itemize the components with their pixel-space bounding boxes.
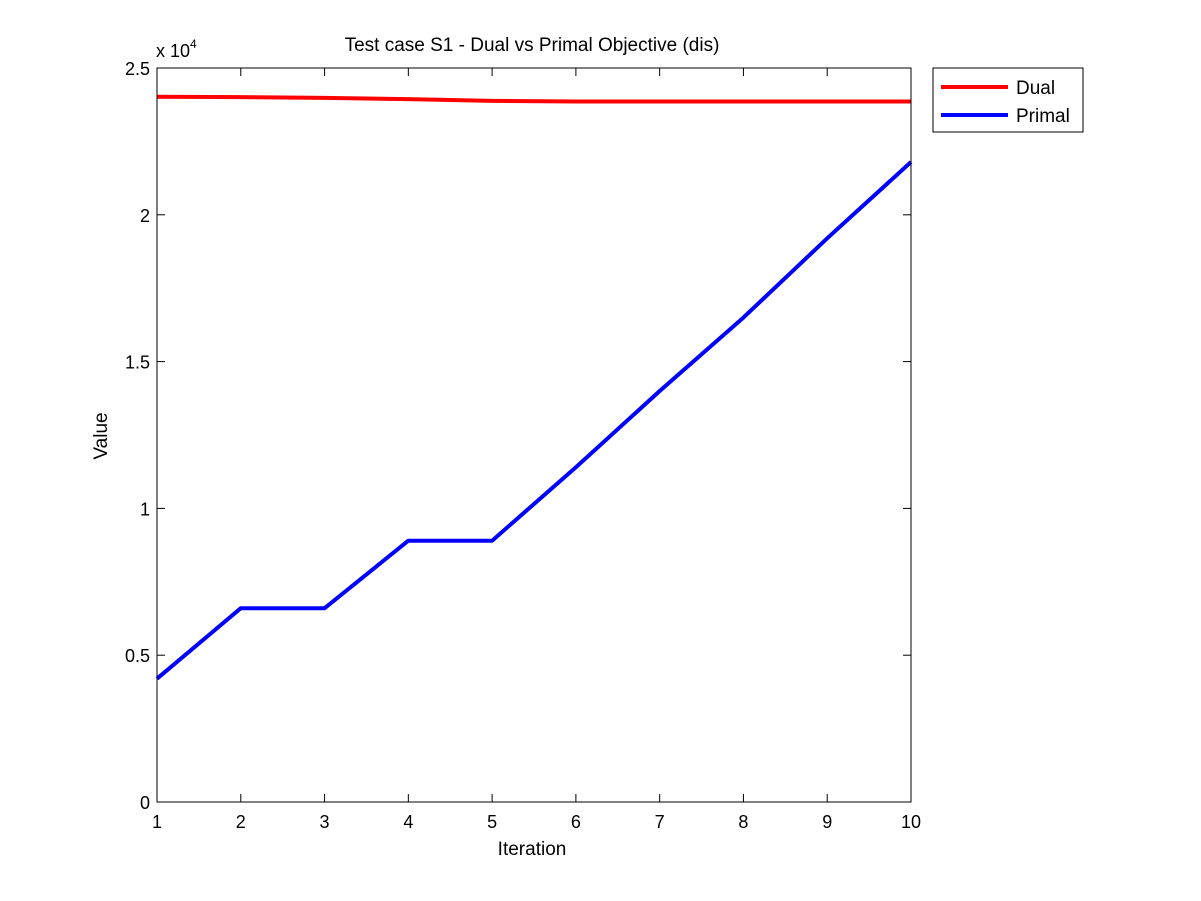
legend: Dual Primal bbox=[932, 67, 1084, 133]
plot-frame bbox=[156, 67, 912, 803]
x-axis-title: Iteration bbox=[498, 839, 567, 860]
series-line-dual bbox=[156, 94, 911, 104]
y-scale-multiplier-base: x 10 bbox=[156, 41, 190, 61]
y-tick-label: 2 bbox=[140, 206, 150, 226]
series-line-primal bbox=[155, 160, 913, 681]
plot-area bbox=[156, 67, 912, 803]
x-tick-label: 9 bbox=[822, 812, 832, 832]
x-tick-label: 3 bbox=[320, 812, 330, 832]
x-tick-label: 7 bbox=[655, 812, 665, 832]
y-axis-title: Value bbox=[91, 412, 112, 459]
y-tick-label: 1.5 bbox=[125, 353, 150, 373]
series-layer bbox=[155, 67, 913, 803]
y-tick-label: 1 bbox=[140, 499, 150, 519]
x-tick-label: 8 bbox=[738, 812, 748, 832]
y-tick-label: 0 bbox=[140, 793, 150, 813]
y-scale-multiplier: x 104 bbox=[156, 37, 197, 61]
x-tick-label: 6 bbox=[571, 812, 581, 832]
x-tick-label: 2 bbox=[236, 812, 246, 832]
legend-label-dual: Dual bbox=[1016, 78, 1055, 99]
y-scale-multiplier-exponent: 4 bbox=[190, 37, 197, 51]
y-tick-label: 0.5 bbox=[125, 646, 150, 666]
x-tick-label: 4 bbox=[403, 812, 413, 832]
y-tick-label: 2.5 bbox=[125, 59, 150, 79]
chart-title: Test case S1 - Dual vs Primal Objective … bbox=[345, 35, 720, 56]
y-axis-ticks: 0 0.5 1 1.5 2 2.5 bbox=[125, 59, 911, 813]
legend-label-primal: Primal bbox=[1016, 106, 1070, 127]
x-axis-ticks: 1 2 3 4 5 6 7 8 9 10 bbox=[152, 68, 921, 832]
legend-box bbox=[932, 67, 1084, 133]
x-tick-label: 10 bbox=[901, 812, 921, 832]
x-tick-label: 1 bbox=[152, 812, 162, 832]
x-tick-label: 5 bbox=[487, 812, 497, 832]
